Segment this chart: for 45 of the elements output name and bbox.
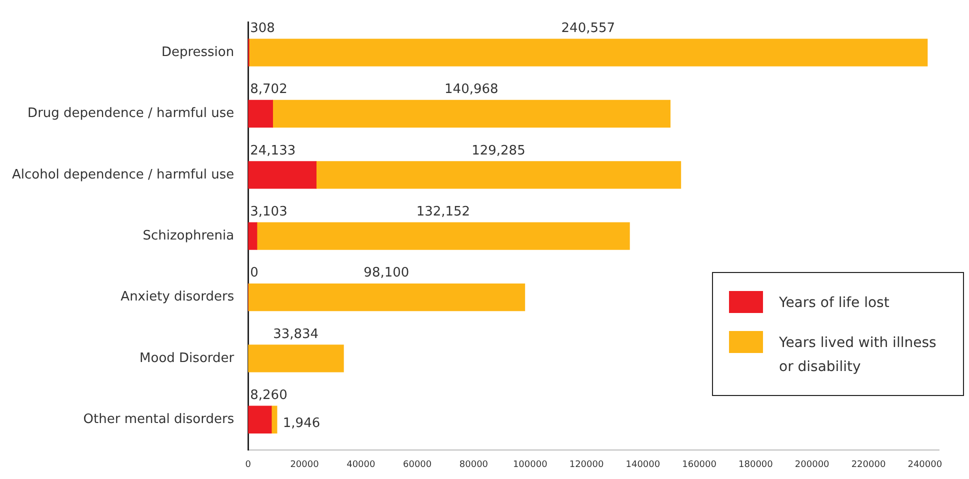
data-label: 132,152 xyxy=(416,204,470,220)
data-label: 33,834 xyxy=(273,326,319,342)
y-tick-label: Mood Disorder xyxy=(140,350,235,366)
bar xyxy=(248,283,526,312)
y-tick-label: Schizophrenia xyxy=(142,228,234,244)
data-label: 24,133 xyxy=(250,143,296,158)
data-label: 240,557 xyxy=(561,20,616,36)
legend-label: Years of life lost xyxy=(779,294,890,313)
data-label: 140,968 xyxy=(444,82,498,98)
x-tick-label: 120000 xyxy=(569,460,604,470)
y-tick-label: Depression xyxy=(161,44,234,60)
bar xyxy=(248,38,928,66)
bar xyxy=(248,406,272,434)
y-tick-label: Alcohol dependence / harmful use xyxy=(12,167,234,182)
data-label: 8,702 xyxy=(250,82,288,98)
y-tick-label: Drug dependence / harmful use xyxy=(28,106,234,122)
x-tick-label: 220000 xyxy=(851,460,886,470)
data-label: 3,103 xyxy=(250,204,288,220)
x-tick-label: 40000 xyxy=(346,460,376,470)
y-tick-label: Other mental disorders xyxy=(83,412,234,427)
x-tick-label: 60000 xyxy=(402,460,432,470)
data-label: 1,946 xyxy=(282,416,320,431)
bar xyxy=(248,222,258,250)
x-tick-label: 0 xyxy=(245,460,252,470)
x-tick-label: 140000 xyxy=(626,460,660,470)
x-tick-label: 20000 xyxy=(290,460,320,470)
data-label: 8,260 xyxy=(250,388,288,403)
x-tick-label: 180000 xyxy=(738,460,774,470)
bar xyxy=(248,344,344,372)
legend-label: Years lived with illness or disability xyxy=(779,334,938,377)
bar xyxy=(272,100,671,128)
data-label: 98,100 xyxy=(364,266,410,281)
y-tick-label: Anxiety disorders xyxy=(120,290,234,305)
x-tick-label: 240000 xyxy=(908,460,942,470)
data-label: 308 xyxy=(250,20,275,36)
bar xyxy=(316,161,682,189)
x-tick-label: 160000 xyxy=(682,460,717,470)
x-tick-label: 200000 xyxy=(794,460,830,470)
data-label: 129,285 xyxy=(472,143,526,158)
x-tick-label: 100000 xyxy=(512,460,548,470)
bar xyxy=(248,161,316,189)
bar xyxy=(248,100,273,128)
data-label: 0 xyxy=(250,266,258,281)
bar xyxy=(256,222,630,250)
x-tick-label: 80000 xyxy=(459,460,488,470)
